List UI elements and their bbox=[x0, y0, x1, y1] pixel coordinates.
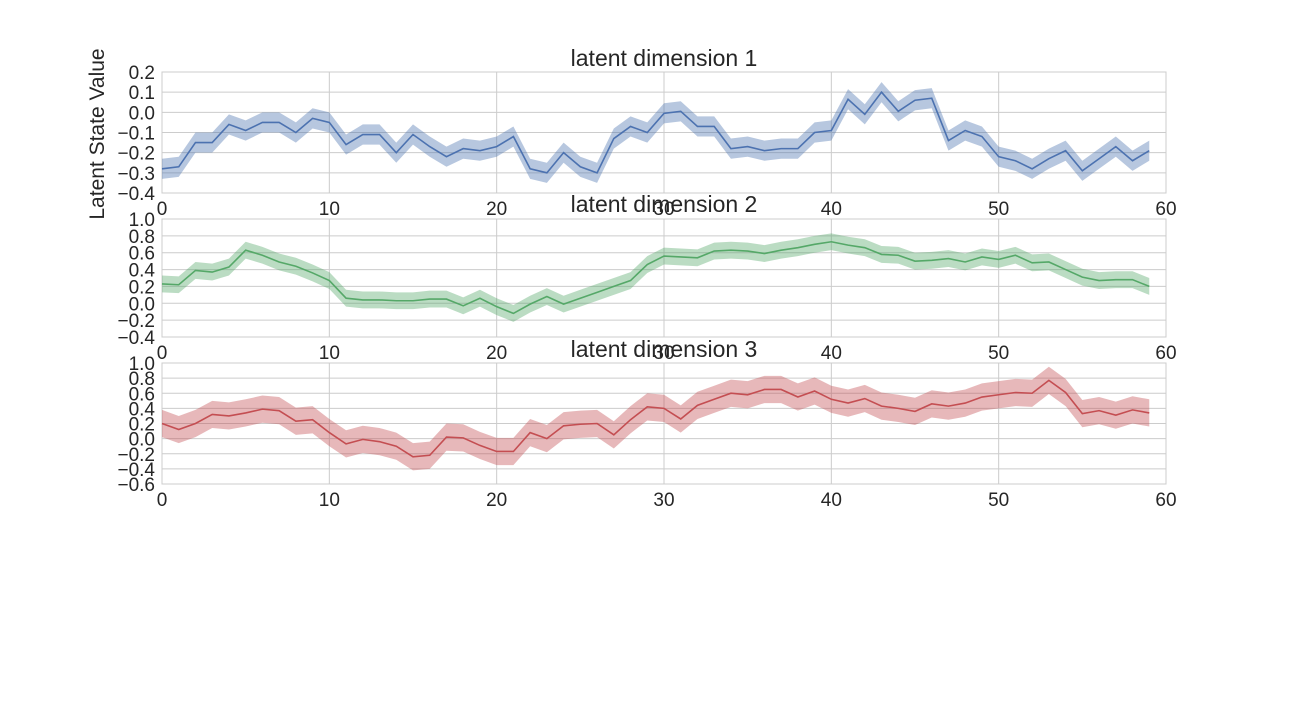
subplot-2-x-tick-label: 60 bbox=[1155, 343, 1176, 364]
subplot-1-x-tick-label: 60 bbox=[1155, 199, 1176, 220]
subplot-3-y-tick-label: 1.0 bbox=[129, 354, 155, 375]
subplot-2-y-tick-label: 0.8 bbox=[129, 227, 155, 248]
subplot-1-frame bbox=[161, 71, 1167, 194]
subplot-1-y-tick-label: −0.2 bbox=[117, 144, 155, 165]
subplot-1-x-tick-label: 20 bbox=[486, 199, 507, 220]
subplot-1-x-tick-label: 30 bbox=[653, 199, 674, 220]
subplot-1-y-tick-label: 0.2 bbox=[129, 63, 155, 84]
subplot-1-x-tick-label: 10 bbox=[319, 199, 340, 220]
subplot-3-title: latent dimension 3 bbox=[571, 336, 758, 362]
subplot-2-y-tick-label: −0.2 bbox=[117, 311, 155, 332]
subplot-2-title: latent dimension 2 bbox=[571, 191, 758, 217]
subplot-3-y-tick-label: 0.6 bbox=[129, 384, 155, 405]
subplot-1-plot-area: 0 10 20 30 40 50 60 0.20.10.0−0.1−0.2−0.3−0.4 bbox=[117, 63, 1176, 220]
subplot-2-y-tick-label: 0.0 bbox=[129, 294, 155, 315]
subplot-2-x-tick-label: 30 bbox=[653, 343, 674, 364]
subplot-2-y-tick-label: −0.4 bbox=[117, 328, 155, 349]
subplot-3-x-tick-label: 20 bbox=[486, 490, 507, 511]
subplot-2-y-tick-label: 0.4 bbox=[129, 261, 156, 282]
subplot-1-x-tick-label: 0 bbox=[157, 199, 168, 220]
subplot-3-x-tick-label: 40 bbox=[821, 490, 842, 511]
subplot-3-x-tick-label: 30 bbox=[653, 490, 674, 511]
subplot-3-x-tick-label: 60 bbox=[1155, 490, 1176, 511]
subplot-2-y-tick-label: 1.0 bbox=[129, 210, 155, 231]
subplot-3-y-tick-label: 0.0 bbox=[129, 430, 155, 451]
subplot-1-y-tick-label: 0.1 bbox=[129, 83, 155, 104]
y-axis-label: Latent State Value bbox=[86, 48, 109, 219]
subplot-2: latent dimension 2 0 10 20 30 40 50 601.00.80.… bbox=[117, 191, 1176, 364]
subplot-1-x-tick-label: 40 bbox=[821, 199, 842, 220]
subplot-3-y-tick-label: 0.4 bbox=[129, 399, 156, 420]
subplot-1-x-tick-label: 50 bbox=[988, 199, 1009, 220]
subplot-1-title: latent dimension 1 bbox=[571, 45, 758, 71]
subplot-2-x-tick-label: 20 bbox=[486, 343, 507, 364]
subplot-2-frame bbox=[161, 218, 1167, 338]
subplot-3-series-line bbox=[161, 379, 1150, 458]
subplot-3-y-tick-label: 0.8 bbox=[129, 369, 155, 390]
subplot-3-x-tick-label: 0 bbox=[157, 490, 168, 511]
subplot-3-x-tick-label: 10 bbox=[319, 490, 340, 511]
subplot-2-y-tick-label: 0.2 bbox=[129, 277, 155, 298]
subplot-3-confidence-band bbox=[162, 366, 1150, 471]
subplot-2-x-tick-label: 10 bbox=[319, 343, 340, 364]
subplot-3-x-tick-label: 50 bbox=[988, 490, 1009, 511]
subplot-2-x-tick-label: 40 bbox=[821, 343, 842, 364]
subplot-2-series-line bbox=[161, 240, 1150, 315]
subplot-2-y-tick-label: 0.6 bbox=[129, 244, 155, 265]
subplot-1-series-line bbox=[161, 90, 1150, 174]
subplot-3: latent dimension 3 0 10 20 30 40 50 601.00.80.… bbox=[117, 336, 1176, 511]
subplot-1-y-tick-label: −0.4 bbox=[117, 184, 155, 205]
subplot-1: latent dimension 1 0 10 20 30 40 50 60 0.20.10.… bbox=[117, 45, 1176, 220]
subplot-3-y-tick-label: −0.6 bbox=[117, 475, 155, 496]
subplot-2-confidence-band bbox=[162, 233, 1150, 322]
subplot-3-y-tick-label: 0.2 bbox=[129, 415, 155, 436]
subplot-1-y-tick-label: −0.1 bbox=[117, 124, 155, 145]
subplot-2-plot-area: 0 10 20 30 40 50 60 1.00.80.60.40.20.0−0.2−0.4 bbox=[117, 210, 1176, 364]
subplot-2-x-tick-label: 0 bbox=[157, 343, 168, 364]
subplot-1-y-tick-label: −0.3 bbox=[117, 164, 155, 185]
subplot-1-y-tick-label: 0.0 bbox=[129, 103, 155, 124]
subplot-1-confidence-band bbox=[162, 82, 1150, 183]
subplot-3-plot-area: 0 10 20 30 40 50 60 1.00.80.60.40.20.0−0.2−0.4−… bbox=[117, 354, 1176, 511]
subplot-2-x-tick-label: 50 bbox=[988, 343, 1009, 364]
subplot-3-y-tick-label: −0.2 bbox=[117, 445, 155, 466]
subplot-3-y-tick-label: −0.4 bbox=[117, 460, 155, 481]
